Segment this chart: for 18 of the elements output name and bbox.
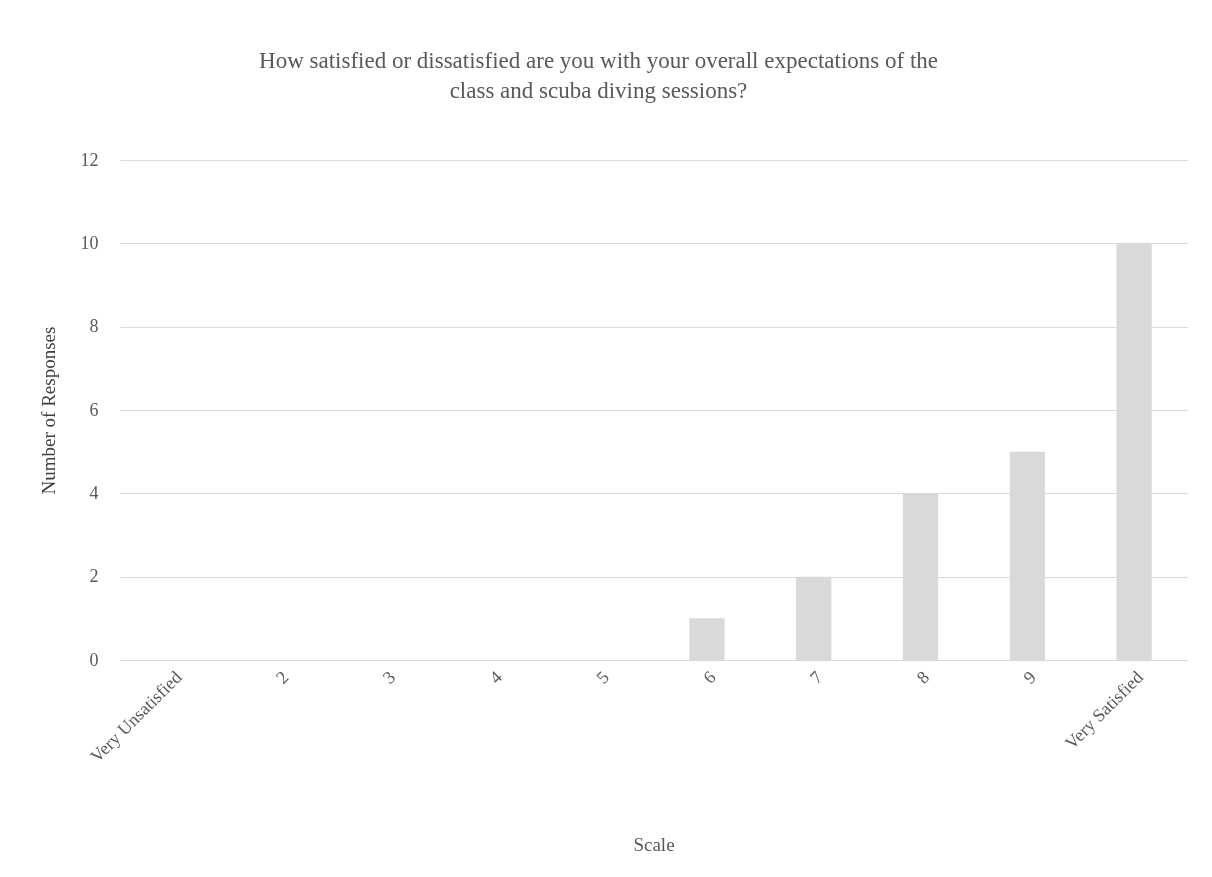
x-tick-label: 9 [1019,667,1041,688]
chart-title: How satisfied or dissatisfied are you with your overall expectations of the class and scuba diving sessions? [259,48,938,103]
y-axis-title: Number of Responses [37,326,59,495]
x-tick-label: 3 [378,667,400,688]
x-tick-label: 6 [699,667,720,688]
y-tick-label: 2 [89,566,99,587]
y-tick-label: 10 [80,232,99,253]
y-tick-label: 0 [89,649,99,670]
y-tick-label: 12 [80,149,99,170]
x-tick-label: 8 [912,667,934,688]
x-tick-label: 4 [485,667,507,688]
x-tick-label: 2 [271,667,293,688]
y-tick-label: 6 [89,399,99,420]
y-tick-label: 4 [89,482,99,503]
x-tick-label: 7 [805,667,827,688]
x-axis-title: Scale [633,834,675,856]
y-tick-label: 8 [89,316,99,337]
x-tick-label: 5 [592,667,613,688]
